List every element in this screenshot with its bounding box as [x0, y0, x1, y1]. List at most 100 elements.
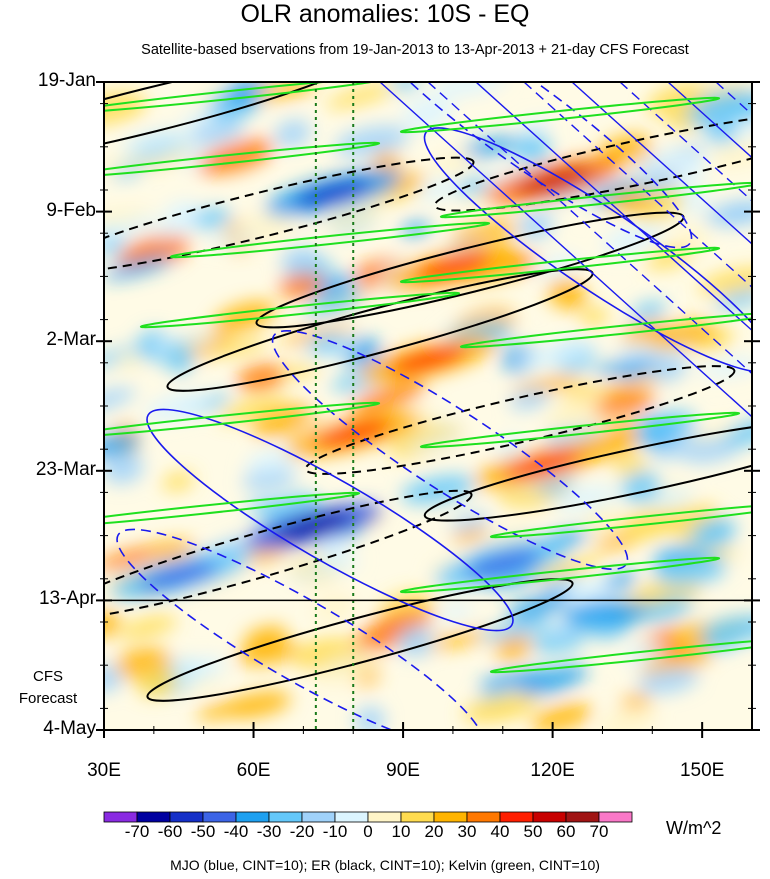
olr-texture-blob	[593, 391, 655, 417]
olr-texture-blob	[517, 665, 588, 696]
colorbar	[103, 811, 633, 823]
olr-texture-blob	[682, 437, 742, 464]
kelvin-contour	[439, 181, 752, 219]
olr-texture-blob	[151, 332, 218, 351]
olr-texture-blob	[135, 668, 179, 697]
olr-anomaly-core	[414, 254, 492, 281]
olr-texture-blob	[560, 295, 589, 310]
colorbar-tick-label: -20	[289, 822, 315, 841]
y-tick-label: 19-Jan	[37, 70, 96, 91]
olr-texture-blob	[518, 211, 554, 240]
olr-texture-blob	[421, 630, 497, 650]
olr-texture-blob	[636, 596, 693, 622]
olr-texture-blob	[104, 92, 147, 125]
colorbar-tick-label: -50	[190, 822, 216, 841]
kelvin-contour	[104, 491, 361, 529]
y-tick-label: 13-Apr	[38, 588, 96, 610]
olr-texture-blob	[104, 208, 151, 226]
y-tick-label: 2-Mar	[46, 329, 96, 351]
er-contour	[104, 489, 473, 621]
er-contour	[104, 156, 475, 274]
olr-texture-blob	[648, 487, 693, 512]
olr-texture-blob	[432, 82, 507, 97]
er-contour	[304, 365, 736, 475]
colorbar-tick-label: 10	[391, 822, 411, 841]
olr-texture-blob	[104, 609, 121, 638]
colorbar-swatch	[202, 811, 237, 823]
colorbar-swatch	[565, 811, 600, 823]
olr-texture-blob	[118, 233, 190, 270]
mjo-contour-line	[427, 82, 752, 375]
kelvin-contour	[104, 141, 381, 179]
mjo-contour-line	[571, 82, 752, 245]
colorbar-swatch	[235, 811, 270, 823]
olr-texture-blob	[146, 540, 196, 561]
olr-texture-blob	[451, 527, 490, 544]
olr-texture-blob	[435, 604, 475, 621]
olr-anomaly-core	[389, 346, 467, 373]
olr-texture-blob	[647, 320, 716, 350]
olr-texture-blob	[562, 598, 626, 630]
olr-texture-blob	[543, 397, 607, 427]
olr-texture-blob	[281, 326, 355, 346]
olr-texture-blob	[210, 339, 267, 356]
olr-texture-blob	[621, 320, 668, 345]
olr-texture-blob	[104, 452, 144, 484]
olr-texture-blob	[703, 199, 752, 227]
olr-texture-blob	[599, 706, 657, 730]
olr-anomaly-core	[463, 550, 542, 577]
mjo-contour-line	[523, 82, 752, 288]
olr-texture-blob	[207, 230, 258, 248]
colorbar-tick-label: 50	[523, 822, 543, 841]
colorbar-tick-label: 60	[556, 822, 576, 841]
kelvin-contour	[104, 401, 381, 439]
colorbar-tick-label: 20	[424, 822, 444, 841]
olr-texture-blob	[623, 641, 664, 666]
colorbar-swatch	[466, 811, 501, 823]
olr-anomaly-core	[503, 451, 582, 478]
forecast-label-line1: CFS	[33, 668, 63, 685]
colorbar-swatch	[532, 811, 567, 823]
olr-texture-blob	[604, 571, 637, 590]
olr-texture-blob	[197, 139, 274, 175]
olr-texture-blob	[288, 556, 362, 581]
kelvin-contour	[399, 556, 721, 594]
colorbar-swatch	[499, 811, 534, 823]
olr-texture-blob	[604, 421, 639, 440]
olr-texture-blob	[649, 355, 688, 382]
colorbar-swatch	[169, 811, 204, 823]
x-tick-label: 150E	[679, 760, 725, 781]
kelvin-contour	[489, 501, 752, 539]
olr-texture-blob	[726, 121, 752, 140]
kelvin-contour	[459, 311, 752, 349]
olr-texture-blob	[635, 172, 679, 193]
olr-texture-blob	[402, 96, 453, 130]
olr-texture-blob	[463, 692, 540, 723]
olr-texture-blob	[218, 397, 290, 422]
olr-texture-blob	[325, 83, 398, 109]
olr-texture-blob	[274, 119, 312, 148]
y-tick-label: 23-Mar	[35, 458, 96, 480]
kelvin-contour	[139, 291, 461, 329]
colorbar-tick-label: -40	[223, 822, 249, 841]
colorbar-tick-label: -70	[124, 822, 150, 841]
olr-texture-blob	[104, 214, 157, 243]
olr-texture-blob	[461, 136, 521, 158]
olr-anomaly-core	[274, 513, 353, 540]
olr-texture-blob	[495, 634, 533, 661]
contour-legend-note: MJO (blue, CINT=10); ER (black, CINT=10)…	[170, 857, 600, 873]
olr-texture-blob	[450, 220, 521, 244]
colorbar-swatch	[268, 811, 303, 823]
forecast-label-line2: Forecast	[18, 690, 78, 707]
colorbar-swatch	[103, 811, 138, 823]
mjo-contour	[116, 528, 484, 730]
olr-texture-blob	[242, 468, 297, 491]
olr-texture-blob	[530, 631, 586, 653]
olr-texture-blob	[509, 388, 551, 410]
olr-texture-blob	[184, 119, 245, 146]
olr-texture-blob	[280, 246, 320, 272]
colorbar-tick-label: 70	[589, 822, 609, 841]
kelvin-contour	[489, 636, 752, 674]
olr-texture-blob	[236, 364, 287, 392]
olr-texture-blob	[710, 141, 752, 169]
